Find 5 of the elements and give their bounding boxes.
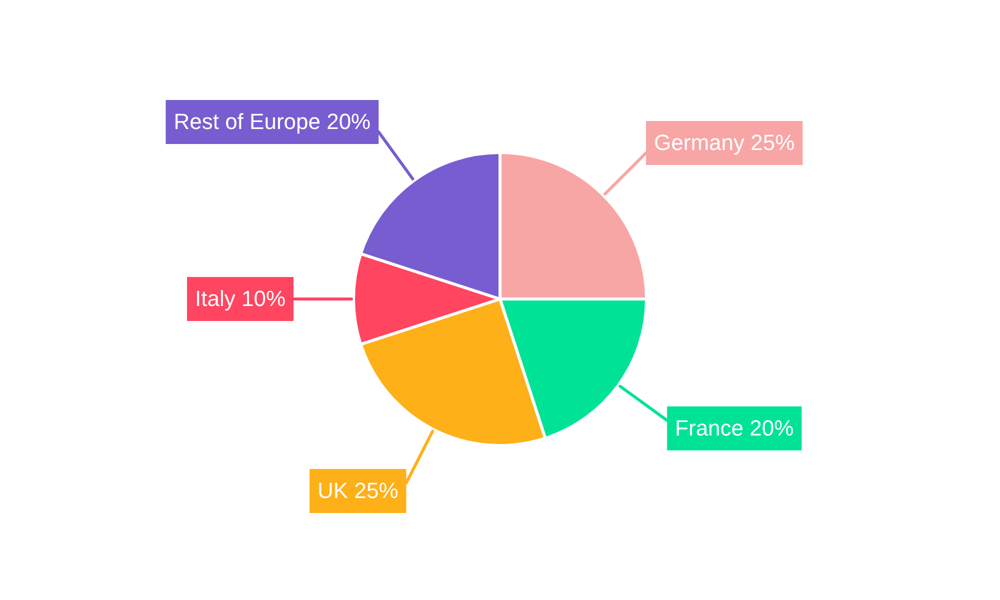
slice-label: Italy 10% bbox=[195, 286, 286, 312]
slice-label: Germany 25% bbox=[654, 130, 795, 156]
slice-label: UK 25% bbox=[318, 478, 398, 504]
slice-label: France 20% bbox=[675, 415, 794, 440]
slice-label: Rest of Europe 20% bbox=[174, 109, 371, 134]
